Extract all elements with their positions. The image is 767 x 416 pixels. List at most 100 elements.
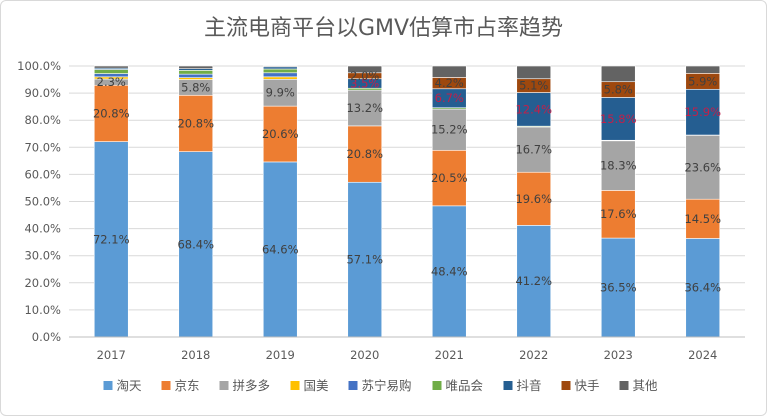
bar-segment — [516, 171, 552, 226]
data-label: 5.8% — [181, 80, 210, 94]
bar-segment — [262, 105, 298, 163]
bar-segment — [262, 66, 298, 70]
bar-segment — [178, 151, 214, 338]
data-label: 15.9% — [684, 105, 721, 119]
legend-label: 抖音 — [517, 378, 542, 393]
data-label: 20.8% — [177, 116, 214, 130]
y-tick-label: 20.0% — [24, 276, 61, 290]
legend-swatch — [561, 381, 571, 390]
data-label: 68.4% — [177, 237, 214, 251]
x-tick-label: 2018 — [181, 348, 210, 362]
bar-segment — [431, 205, 467, 338]
data-label: 17.6% — [600, 207, 637, 221]
bar-segment — [600, 190, 636, 239]
legend-swatch — [348, 381, 358, 390]
y-tick-label: 10.0% — [24, 303, 61, 317]
bar-segment — [93, 84, 129, 142]
data-label: 9.9% — [266, 86, 295, 100]
data-label: 19.6% — [515, 192, 552, 206]
y-tick-label: 80.0% — [24, 113, 61, 127]
y-tick-label: 100.0% — [17, 59, 61, 73]
bar-segment — [93, 69, 129, 74]
bar-segment — [347, 181, 383, 338]
legend-swatch — [219, 381, 229, 390]
y-tick-label: 70.0% — [24, 140, 61, 154]
y-tick-label: 40.0% — [24, 222, 61, 236]
data-label: 23.6% — [684, 160, 721, 174]
bar-segment — [262, 65, 298, 68]
data-label: 14.5% — [684, 212, 721, 226]
legend-swatch — [161, 381, 171, 390]
data-label: 57.1% — [346, 253, 383, 267]
data-label: 36.4% — [684, 281, 721, 295]
data-label: 6.7% — [435, 91, 464, 105]
data-label: 20.6% — [262, 127, 299, 141]
data-label: 36.5% — [600, 281, 637, 295]
data-label: 12.4% — [515, 102, 552, 116]
bar-segment — [262, 68, 298, 74]
data-label: 64.6% — [262, 242, 299, 256]
x-tick-label: 2019 — [266, 348, 295, 362]
data-label: 41.2% — [515, 274, 552, 288]
bar-segment — [516, 65, 552, 80]
bar-segment — [685, 198, 721, 239]
legend-swatch — [290, 381, 300, 390]
legend-label: 淘天 — [117, 378, 143, 393]
bar-segment — [685, 135, 721, 200]
x-tick-label: 2020 — [350, 348, 379, 362]
legend-label: 拼多多 — [233, 378, 271, 393]
legend-swatch — [503, 381, 513, 390]
legend-label: 国美 — [304, 378, 329, 393]
data-label: 72.1% — [93, 232, 130, 246]
data-label: 20.8% — [346, 147, 383, 161]
legend-label: 其他 — [633, 378, 659, 393]
bar-segment — [178, 94, 214, 152]
bar-segment — [178, 70, 214, 75]
bar-segment — [262, 76, 298, 80]
legend-swatch — [103, 381, 113, 390]
legend: 淘天 京东 拼多多 国美 苏宁易购 唯品会 抖音 快手 其他 — [103, 378, 659, 393]
bar-segment — [178, 73, 214, 78]
data-label: 48.4% — [431, 264, 468, 278]
y-axis: 0.0% 10.0% 20.0% 30.0% 40.0% 50.0% 60.0% 70.0% 8… — [17, 59, 61, 344]
legend-swatch — [619, 381, 629, 390]
bar-segment — [347, 65, 383, 74]
legend-label: 京东 — [175, 378, 200, 393]
x-tick-label: 2022 — [519, 348, 548, 362]
data-label: 20.5% — [431, 171, 468, 185]
x-tick-label: 2023 — [604, 348, 633, 362]
gridlines — [69, 65, 745, 338]
bar-segment — [516, 92, 552, 127]
data-label: 2.3% — [97, 75, 126, 89]
bar-segment — [347, 89, 383, 127]
bars — [93, 65, 721, 338]
bar-segment — [262, 72, 298, 78]
data-label: 4.2% — [435, 76, 464, 90]
data-label: 15.2% — [431, 123, 468, 137]
y-tick-label: 50.0% — [24, 195, 61, 209]
bar-segment — [93, 141, 129, 338]
data-label: 16.7% — [515, 143, 552, 157]
data-label: 5.1% — [519, 79, 548, 93]
chart-title: 主流电商平台以GMV估算市占率趋势 — [203, 16, 564, 41]
x-tick-label: 2024 — [688, 348, 717, 362]
data-labels: 72.1% 20.8% 2.3% 68.4% 20.8% 5.8% 64.6% 20.6% 9.… — [93, 69, 721, 295]
bar-segment — [178, 65, 214, 70]
x-tick-label: 2021 — [435, 348, 464, 362]
bar-segment — [685, 238, 721, 338]
bar-segment — [347, 125, 383, 183]
data-label: 2.0% — [350, 69, 379, 83]
bar-segment — [93, 65, 129, 69]
legend-label: 苏宁易购 — [362, 378, 412, 393]
data-label: 15.8% — [600, 112, 637, 126]
data-label: 20.8% — [93, 106, 130, 120]
bar-segment — [262, 161, 298, 338]
legend-swatch — [432, 381, 442, 390]
x-tick-label: 2017 — [97, 348, 126, 362]
bar-segment — [431, 149, 467, 207]
data-label: 13.2% — [346, 101, 383, 115]
bar-segment — [600, 65, 636, 83]
x-axis: 2017 2018 2019 2020 2021 2022 2023 2024 — [69, 336, 745, 362]
bar-segment — [262, 78, 298, 107]
